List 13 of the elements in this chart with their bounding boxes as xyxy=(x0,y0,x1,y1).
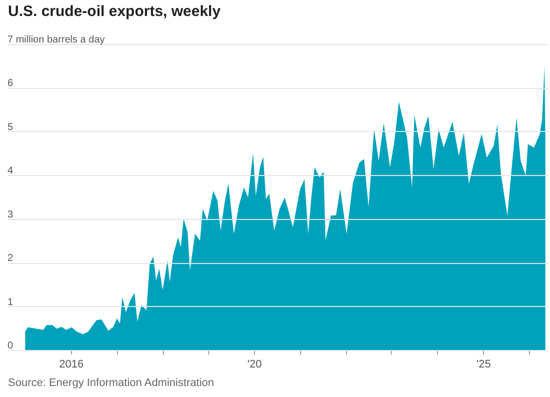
source-note: Source: Energy Information Administration xyxy=(8,377,214,389)
chart-title: U.S. crude-oil exports, weekly xyxy=(8,3,221,20)
y-tick-label: 2 xyxy=(8,253,14,264)
y-tick-label: 3 xyxy=(8,209,14,220)
x-tick-label: '25 xyxy=(476,358,491,370)
x-tick-label: '20 xyxy=(247,358,262,370)
y-tick-label: 7 million barrels a day xyxy=(8,34,105,46)
y-tick-label: 4 xyxy=(8,166,14,177)
y-tick-label: 5 xyxy=(8,122,14,133)
y-tick-label: 6 xyxy=(8,78,14,90)
y-tick-label: 1 xyxy=(8,296,14,308)
x-tick-label: 2016 xyxy=(59,358,84,370)
y-tick-label: 0 xyxy=(8,340,14,352)
